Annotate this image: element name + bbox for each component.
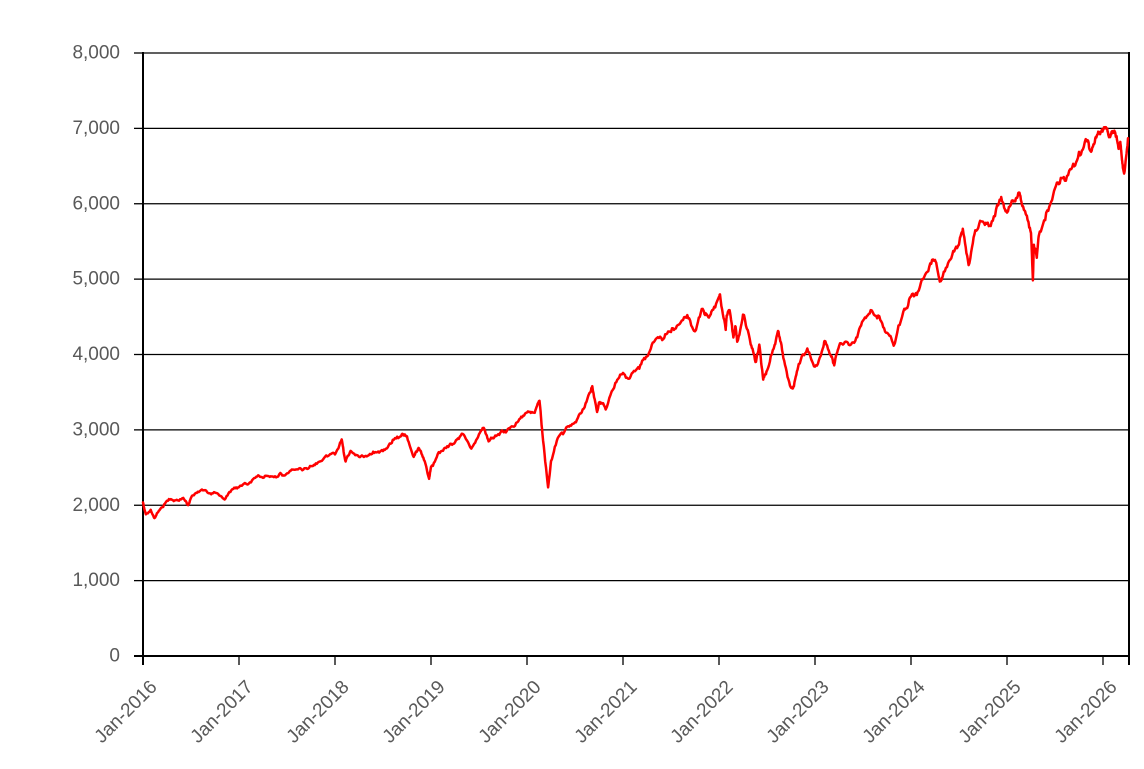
x-tick-label: Jan-2018 — [283, 677, 354, 748]
price-chart-canvas: 0 1,000 2,000 3,000 4,000 5,000 6,000 7,000 8,00… — [72, 43, 1130, 748]
x-tick-label: Jan-2026 — [1051, 677, 1122, 748]
x-tick-label: Jan-2023 — [763, 677, 834, 748]
x-tick-label: Jan-2025 — [955, 677, 1026, 748]
y-tick-label: 6,000 — [72, 193, 120, 214]
x-tick-label: Jan-2019 — [379, 677, 450, 748]
y-tick-label: 8,000 — [72, 43, 120, 64]
x-tick-label: Jan-2021 — [571, 677, 642, 748]
y-tick-label: 4,000 — [72, 344, 120, 365]
y-tick-label: 2,000 — [72, 495, 120, 516]
price-line-chart: 0 1,000 2,000 3,000 4,000 5,000 6,000 7,000 8,00… — [40, 16, 1144, 769]
x-tick-label: Jan-2020 — [475, 677, 546, 748]
y-tick-label: 7,000 — [72, 118, 120, 139]
y-tick-label: 3,000 — [72, 419, 120, 440]
x-tick-label: Jan-2016 — [91, 677, 162, 748]
x-tick-label: Jan-2022 — [667, 677, 738, 748]
x-tick-label: Jan-2024 — [859, 676, 930, 747]
y-tick-label: 1,000 — [72, 570, 120, 591]
y-tick-label: 5,000 — [72, 269, 120, 290]
y-tick-label: 0 — [109, 646, 120, 667]
x-tick-label: Jan-2017 — [187, 677, 258, 748]
index-price-line — [141, 125, 1130, 520]
